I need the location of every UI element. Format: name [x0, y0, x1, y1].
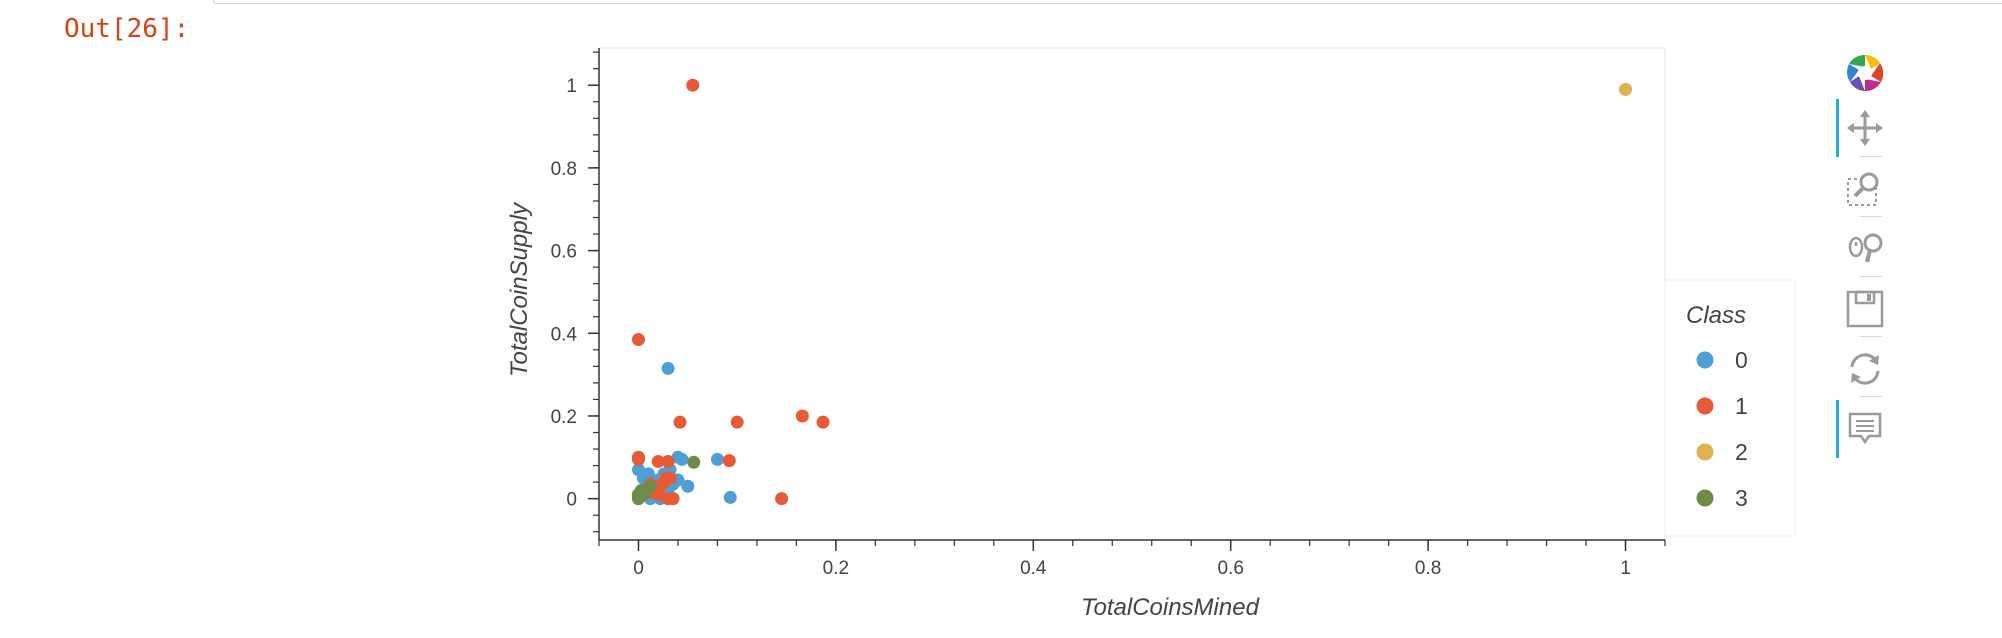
pan-tool[interactable]: [1832, 99, 1898, 157]
save-tool[interactable]: [1832, 276, 1898, 338]
data-point-class-1: [730, 415, 744, 429]
pan-icon: [1847, 110, 1883, 146]
legend: Class 0 1 2 3: [1686, 302, 1748, 511]
data-point-class-1: [775, 492, 789, 506]
toolbar-separator: [1860, 336, 1882, 337]
cell-border: [213, 0, 2002, 4]
output-prompt: Out[26]:: [64, 14, 190, 44]
reset-icon: [1850, 353, 1880, 385]
legend-marker-3: [1696, 489, 1714, 507]
legend-marker-0: [1696, 351, 1714, 369]
y-tick-label: 0: [566, 490, 577, 511]
legend-label-1: 1: [1735, 393, 1748, 419]
box-zoom-tool[interactable]: [1832, 156, 1898, 218]
legend-label-0: 0: [1735, 347, 1748, 373]
data-point-class-1: [651, 488, 665, 502]
data-point-class-0: [681, 479, 695, 493]
x-tick-label: 0: [633, 558, 644, 579]
data-point-class-1: [666, 492, 680, 506]
y-tick-label: 0.2: [551, 407, 577, 428]
y-tick-label: 0.8: [551, 159, 577, 180]
data-point-class-1: [631, 332, 645, 346]
data-point-class-0: [723, 490, 737, 504]
plot-frame: [598, 47, 1666, 541]
toolbar-separator: [1860, 396, 1882, 397]
wheel-zoom-tool[interactable]: [1832, 216, 1898, 278]
toolbar-separator: [1860, 156, 1882, 157]
x-tick-label: 0.6: [1217, 558, 1243, 579]
data-point-class-3: [643, 479, 657, 493]
data-point-class-1: [795, 409, 809, 423]
data-point-class-1: [631, 452, 645, 466]
y-tick-label: 0.4: [551, 324, 578, 345]
reset-tool[interactable]: [1832, 336, 1898, 398]
legend-box: [1664, 279, 1796, 537]
legend-title: Class: [1686, 302, 1746, 329]
data-point-class-1: [673, 415, 687, 429]
bokeh-logo-icon[interactable]: [1832, 44, 1898, 102]
y-axis-label: TotalCoinSupply: [506, 201, 533, 377]
x-tick-label: 1: [1620, 558, 1631, 579]
y-tick-label: 1: [566, 76, 577, 97]
x-axis-label: TotalCoinsMined: [1081, 594, 1260, 621]
data-point-class-1: [661, 454, 675, 468]
data-point-class-1: [686, 78, 700, 92]
toolbar-separator: [1860, 276, 1882, 277]
pan-active-indicator: [1836, 99, 1839, 157]
data-points: [631, 78, 1633, 506]
legend-label-2: 2: [1735, 439, 1748, 465]
wheel-zoom-icon: [1848, 233, 1883, 263]
data-point-class-0: [631, 463, 645, 477]
data-point-class-1: [659, 471, 673, 485]
x-tick-label: 0.8: [1415, 558, 1441, 579]
hover-active-indicator: [1836, 400, 1839, 458]
axes: 0 0.2 0.4 0.6 0.8 1 0 0.2 0.4 0.6 0.8 1: [551, 48, 1666, 579]
data-point-class-1: [816, 415, 830, 429]
legend-marker-1: [1696, 397, 1714, 415]
data-point-class-1: [722, 454, 736, 468]
data-point-class-0: [710, 452, 724, 466]
data-point-class-0: [661, 361, 675, 375]
legend-label-3: 3: [1735, 485, 1748, 511]
data-point-class-2: [1619, 82, 1633, 96]
x-tick-label: 0.2: [823, 558, 849, 579]
data-point-class-1: [651, 454, 665, 468]
hover-tool[interactable]: [1832, 396, 1898, 458]
box-zoom-icon: [1847, 172, 1879, 206]
y-tick-label: 0.6: [551, 242, 577, 263]
x-tick-label: 0.4: [1020, 558, 1047, 579]
data-point-class-3: [687, 455, 701, 469]
save-icon: [1846, 290, 1884, 328]
toolbar-separator: [1860, 216, 1882, 217]
hover-icon: [1848, 412, 1882, 445]
legend-marker-2: [1696, 443, 1714, 461]
data-point-class-0: [675, 452, 689, 466]
